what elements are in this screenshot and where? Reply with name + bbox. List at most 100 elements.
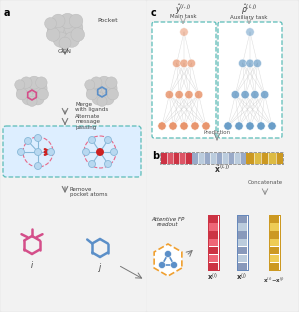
Bar [269, 239, 279, 246]
Bar [204, 153, 210, 164]
Bar [208, 216, 218, 223]
Circle shape [34, 134, 42, 142]
Circle shape [92, 92, 105, 105]
Text: Main task: Main task [170, 14, 196, 19]
Circle shape [104, 160, 112, 168]
Circle shape [54, 21, 76, 43]
Circle shape [158, 122, 166, 130]
Circle shape [101, 80, 117, 96]
Text: b: b [152, 151, 159, 161]
Bar [237, 231, 247, 239]
Circle shape [169, 122, 177, 130]
Circle shape [34, 163, 42, 169]
Bar [222, 153, 228, 164]
Circle shape [257, 122, 265, 130]
Circle shape [111, 149, 118, 155]
Bar [246, 153, 254, 164]
Circle shape [164, 251, 172, 257]
Text: i: i [31, 261, 33, 270]
Circle shape [60, 13, 75, 29]
Text: $\hat{y}^{(i,j)}$: $\hat{y}^{(i,j)}$ [175, 3, 191, 17]
Bar [208, 263, 218, 270]
Circle shape [36, 77, 47, 88]
Circle shape [31, 80, 47, 96]
Circle shape [47, 20, 64, 37]
Circle shape [51, 14, 65, 28]
Bar [237, 255, 247, 262]
Bar [237, 215, 248, 270]
Bar [269, 263, 279, 270]
FancyBboxPatch shape [152, 22, 216, 138]
Bar [208, 247, 218, 254]
Circle shape [48, 149, 54, 155]
Bar [210, 153, 216, 164]
Text: Attentive FP
readout: Attentive FP readout [151, 217, 185, 227]
Circle shape [93, 83, 111, 101]
Text: $\mathbf{x}^{(i)}$: $\mathbf{x}^{(i)}$ [207, 271, 219, 283]
Circle shape [224, 122, 232, 130]
Circle shape [246, 28, 254, 36]
Text: Auxiliary task: Auxiliary task [230, 14, 268, 19]
Circle shape [268, 122, 276, 130]
Bar [269, 231, 279, 239]
Polygon shape [154, 244, 182, 276]
Circle shape [246, 122, 254, 130]
Circle shape [71, 28, 85, 41]
Circle shape [187, 59, 196, 67]
Circle shape [31, 92, 44, 105]
Circle shape [106, 77, 117, 88]
Circle shape [173, 59, 181, 67]
Circle shape [260, 90, 269, 99]
FancyBboxPatch shape [1, 1, 147, 311]
Circle shape [86, 88, 98, 100]
Circle shape [87, 82, 101, 96]
Circle shape [89, 160, 95, 168]
Bar [185, 153, 191, 164]
Bar [208, 255, 218, 262]
Circle shape [69, 14, 83, 28]
Text: GCN: GCN [58, 49, 72, 54]
Bar [269, 216, 279, 223]
Bar [254, 153, 261, 164]
Circle shape [59, 37, 71, 49]
Circle shape [37, 88, 48, 100]
Circle shape [107, 88, 119, 100]
Circle shape [85, 80, 95, 90]
Circle shape [97, 96, 107, 106]
Circle shape [27, 96, 37, 106]
Circle shape [202, 122, 210, 130]
Bar [261, 153, 269, 164]
Bar [228, 153, 234, 164]
Circle shape [83, 149, 89, 155]
Circle shape [46, 28, 60, 41]
Circle shape [20, 77, 32, 88]
Bar [216, 153, 222, 164]
Bar [234, 153, 240, 164]
Bar [269, 153, 276, 164]
FancyBboxPatch shape [3, 126, 141, 177]
Text: Prediction: Prediction [203, 130, 231, 135]
Circle shape [64, 18, 83, 37]
Bar [208, 239, 218, 246]
Text: $\tilde{\mathbf{x}}^{(i,j)}$: $\tilde{\mathbf{x}}^{(i,j)}$ [214, 163, 230, 175]
Bar [237, 223, 247, 231]
Bar [269, 247, 279, 254]
Text: $\mathbf{x}^{(j)}$: $\mathbf{x}^{(j)}$ [236, 271, 248, 283]
Circle shape [104, 137, 112, 144]
Bar [240, 153, 246, 164]
Circle shape [101, 92, 114, 105]
Bar [269, 255, 279, 262]
Bar [269, 223, 279, 231]
Text: a: a [4, 8, 10, 18]
Circle shape [194, 90, 203, 99]
Text: Concatenate: Concatenate [248, 181, 283, 186]
Text: Pocket: Pocket [97, 17, 118, 22]
Circle shape [64, 32, 80, 47]
Bar [198, 153, 204, 164]
Circle shape [53, 32, 68, 47]
Circle shape [191, 122, 199, 130]
Bar [167, 153, 173, 164]
Bar [208, 215, 219, 270]
Circle shape [17, 82, 31, 96]
Circle shape [175, 90, 183, 99]
